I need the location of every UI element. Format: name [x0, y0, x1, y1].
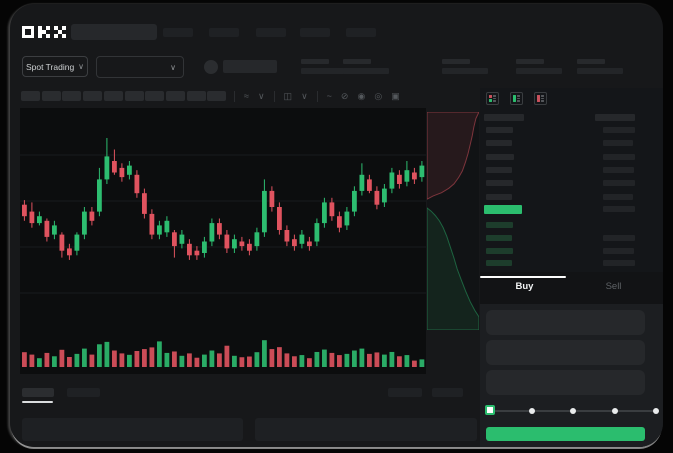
- nav-item-placeholder[interactable]: [163, 28, 193, 37]
- bid-amount-placeholder: [603, 247, 634, 254]
- bid-price-placeholder: [486, 260, 512, 267]
- indicator-wave-icon[interactable]: ≈: [244, 91, 249, 101]
- depth-layer: [426, 111, 480, 331]
- timeframe-pill-placeholder[interactable]: [41, 91, 61, 101]
- ask-amount-placeholder: [603, 193, 633, 200]
- ask-price-placeholder: [486, 127, 513, 133]
- chevron-down-icon: ∨: [170, 63, 176, 72]
- book-header-amount-placeholder: [595, 114, 635, 121]
- book-header-price-placeholder: [484, 114, 524, 121]
- search-bar[interactable]: [71, 24, 157, 40]
- bid-price-placeholder: [486, 234, 512, 241]
- bid-amount-placeholder: [603, 234, 635, 241]
- volume-layer: [22, 340, 425, 367]
- depth-profile-panel[interactable]: [426, 111, 480, 331]
- logo-letter-x: [54, 26, 66, 38]
- candlestick-chart-canvas[interactable]: [20, 108, 426, 374]
- chevron-down-icon: ∨: [78, 61, 85, 71]
- bottom-tab-active-placeholder[interactable]: [22, 388, 54, 397]
- snapshot-icon[interactable]: ◉: [357, 90, 366, 101]
- bottom-action-placeholder[interactable]: [432, 388, 463, 397]
- nav-item-placeholder[interactable]: [209, 28, 239, 37]
- tab-sell[interactable]: Sell: [605, 281, 622, 292]
- price-input-placeholder[interactable]: [486, 310, 645, 335]
- okx-logo[interactable]: [22, 26, 66, 38]
- market-type-selector[interactable]: Spot Trading ∨: [22, 56, 88, 77]
- fullscreen-icon[interactable]: ▣: [391, 90, 400, 101]
- timeframe-pill-placeholder[interactable]: [83, 91, 103, 101]
- book-bids-view-icon[interactable]: [510, 92, 523, 105]
- separator: [273, 90, 275, 102]
- timeframe-pill-placeholder[interactable]: [62, 91, 82, 101]
- logo-letter-o: [22, 26, 34, 38]
- nav-item-placeholder[interactable]: [300, 28, 330, 37]
- ask-price-placeholder: [486, 166, 512, 173]
- trading-app-window: Spot Trading ∨ ∨ ≈ ∨ ◫ ∨ ~ ⊘ ◉ ◎ ▣: [10, 4, 663, 447]
- timeframe-pill-placeholder[interactable]: [103, 91, 123, 101]
- ask-amount-placeholder: [603, 127, 635, 133]
- ask-price-placeholder: [486, 193, 512, 200]
- nav-item-placeholder[interactable]: [346, 28, 376, 37]
- candles-layer: [20, 138, 426, 294]
- timeframe-pill-placeholder[interactable]: [186, 91, 206, 101]
- candle-style-icon[interactable]: ◫: [283, 90, 293, 101]
- bid-amount-placeholder: [603, 260, 635, 267]
- last-price-bar: [484, 205, 522, 214]
- history-table-placeholder: [255, 418, 477, 441]
- bid-price-placeholder: [486, 222, 513, 228]
- pair-name-placeholder: [223, 60, 277, 73]
- logo-letter-k: [38, 26, 50, 38]
- ask-amount-placeholder: [603, 153, 635, 160]
- trade-tabbar: Buy Sell: [480, 272, 663, 304]
- ask-price-placeholder: [486, 180, 513, 187]
- order-book-panel: Buy Sell: [480, 88, 663, 447]
- compare-icon[interactable]: ⊘: [340, 90, 349, 101]
- amount-input-placeholder[interactable]: [486, 340, 645, 365]
- active-tab-indicator: [480, 276, 566, 278]
- ask-amount-placeholder: [603, 140, 633, 147]
- timeframe-pill-placeholder[interactable]: [145, 91, 165, 101]
- tab-buy[interactable]: Buy: [515, 281, 534, 292]
- bottom-tab-placeholder[interactable]: [67, 388, 100, 397]
- settings-icon[interactable]: ◎: [374, 90, 383, 101]
- separator: [316, 90, 318, 102]
- buy-submit-button[interactable]: [486, 427, 645, 441]
- nav-item-placeholder[interactable]: [256, 28, 286, 37]
- slider-step-dot[interactable]: [528, 408, 535, 414]
- chart-toolbar-icons: ≈ ∨ ◫ ∨ ~ ⊘ ◉ ◎ ▣: [234, 89, 400, 103]
- slider-step-dot[interactable]: [611, 408, 618, 414]
- pair-dropdown[interactable]: ∨: [96, 56, 184, 78]
- last-amount-placeholder: [603, 206, 635, 212]
- total-input-placeholder[interactable]: [486, 370, 645, 395]
- bottom-tab-underline: [22, 401, 53, 403]
- book-split-view-icon[interactable]: [486, 92, 499, 105]
- indicator-chevron-icon[interactable]: ∨: [257, 90, 265, 101]
- slider-handle[interactable]: [485, 405, 495, 415]
- separator: [234, 90, 235, 102]
- bid-price-placeholder: [486, 247, 513, 254]
- timeframe-pill-placeholder[interactable]: [21, 91, 40, 101]
- amount-slider[interactable]: [485, 405, 659, 415]
- ask-price-placeholder: [486, 153, 514, 160]
- bottom-action-placeholder[interactable]: [388, 388, 422, 397]
- orders-table-placeholder: [22, 418, 243, 441]
- timeframe-pill-placeholder[interactable]: [124, 91, 144, 101]
- market-type-label: Spot Trading: [25, 61, 75, 72]
- ask-price-placeholder: [486, 140, 512, 147]
- timeframe-pill-placeholder[interactable]: [207, 91, 227, 101]
- book-asks-view-icon[interactable]: [534, 92, 547, 105]
- candle-style-chevron-icon[interactable]: ∨: [301, 90, 308, 101]
- line-draw-icon[interactable]: ~: [326, 91, 332, 101]
- timeframe-pill-placeholder[interactable]: [165, 91, 185, 101]
- slider-step-dot[interactable]: [570, 408, 576, 414]
- pair-avatar: [204, 60, 218, 74]
- trade-form: [480, 304, 663, 447]
- ask-amount-placeholder: [603, 180, 635, 187]
- ask-amount-placeholder: [603, 166, 634, 173]
- slider-step-dot[interactable]: [653, 408, 659, 414]
